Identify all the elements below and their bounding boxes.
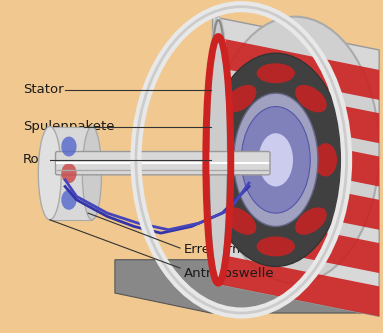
Polygon shape (213, 80, 379, 143)
Ellipse shape (207, 53, 345, 266)
Ellipse shape (225, 85, 256, 112)
Ellipse shape (211, 17, 379, 283)
Ellipse shape (257, 63, 295, 83)
Ellipse shape (61, 137, 77, 157)
Ellipse shape (234, 93, 318, 226)
Ellipse shape (314, 143, 337, 176)
Polygon shape (115, 260, 375, 313)
Ellipse shape (257, 236, 295, 256)
Ellipse shape (241, 107, 310, 213)
Text: Spulenpakete: Spulenpakete (23, 120, 115, 133)
Ellipse shape (61, 190, 77, 210)
Ellipse shape (295, 207, 327, 235)
Polygon shape (213, 210, 379, 273)
Text: Stator: Stator (23, 83, 64, 97)
Ellipse shape (38, 127, 61, 220)
Ellipse shape (209, 20, 228, 280)
Text: Antriebswelle: Antriebswelle (184, 266, 275, 280)
Ellipse shape (207, 17, 230, 283)
Ellipse shape (61, 163, 77, 183)
Polygon shape (213, 17, 379, 316)
Text: Rotor: Rotor (23, 153, 59, 166)
Polygon shape (213, 166, 379, 230)
Polygon shape (213, 37, 379, 100)
Polygon shape (213, 253, 379, 316)
Ellipse shape (225, 207, 256, 235)
Polygon shape (213, 17, 379, 123)
Ellipse shape (82, 127, 101, 220)
Ellipse shape (214, 143, 237, 176)
Polygon shape (213, 123, 379, 186)
Ellipse shape (295, 85, 327, 112)
FancyBboxPatch shape (56, 152, 270, 175)
Text: Erregermaschine: Erregermaschine (184, 243, 297, 256)
Ellipse shape (259, 133, 293, 186)
Polygon shape (50, 127, 92, 220)
